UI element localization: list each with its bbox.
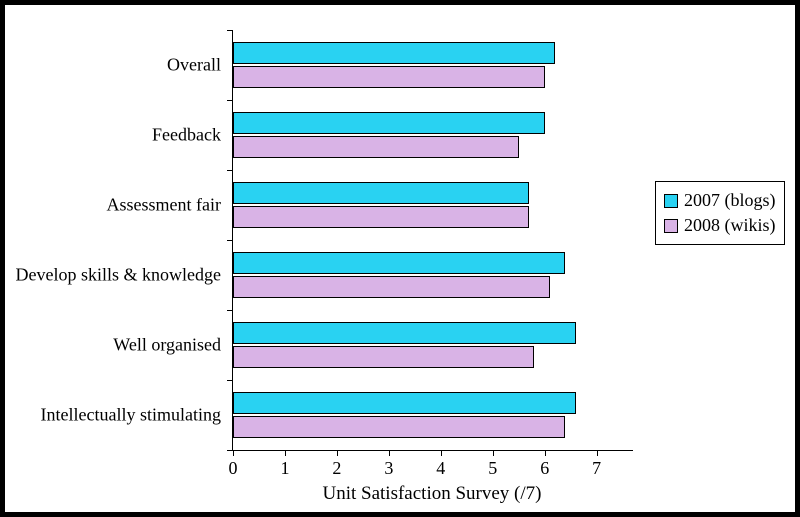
x-tick-label: 6 bbox=[540, 458, 549, 479]
x-tick bbox=[233, 450, 234, 456]
legend-item: 2008 (wikis) bbox=[664, 213, 776, 238]
legend-swatch bbox=[664, 194, 678, 208]
x-tick-label: 7 bbox=[592, 458, 601, 479]
x-tick-label: 3 bbox=[384, 458, 393, 479]
y-tick bbox=[227, 100, 233, 101]
bar bbox=[233, 42, 555, 64]
x-tick bbox=[389, 450, 390, 456]
bar bbox=[233, 346, 534, 368]
category-label: Feedback bbox=[152, 125, 221, 146]
category-label: Intellectually stimulating bbox=[41, 405, 221, 426]
bar bbox=[233, 322, 576, 344]
y-tick bbox=[227, 240, 233, 241]
legend-label: 2007 (blogs) bbox=[684, 188, 776, 213]
y-tick bbox=[227, 450, 233, 451]
x-tick-label: 1 bbox=[280, 458, 289, 479]
legend-item: 2007 (blogs) bbox=[664, 188, 776, 213]
bar bbox=[233, 252, 565, 274]
x-tick bbox=[545, 450, 546, 456]
plot-area: 01234567OverallFeedbackAssessment fairDe… bbox=[232, 30, 633, 451]
category-label: Assessment fair bbox=[107, 195, 221, 216]
x-tick bbox=[337, 450, 338, 456]
bar bbox=[233, 182, 529, 204]
x-tick-label: 5 bbox=[488, 458, 497, 479]
y-tick bbox=[227, 30, 233, 31]
y-tick bbox=[227, 170, 233, 171]
legend-label: 2008 (wikis) bbox=[684, 213, 776, 238]
x-tick bbox=[597, 450, 598, 456]
category-label: Well organised bbox=[113, 335, 221, 356]
bar bbox=[233, 416, 565, 438]
x-tick bbox=[285, 450, 286, 456]
bar bbox=[233, 392, 576, 414]
bar bbox=[233, 112, 545, 134]
bar bbox=[233, 276, 550, 298]
category-label: Develop skills & knowledge bbox=[16, 265, 221, 286]
legend: 2007 (blogs)2008 (wikis) bbox=[655, 181, 785, 245]
chart-frame: 0 1 2 3 4 5 6 7 Overall Feedback Assessment fair De… bbox=[0, 0, 800, 517]
legend-swatch bbox=[664, 219, 678, 233]
x-tick-label: 2 bbox=[332, 458, 341, 479]
category-label: Overall bbox=[167, 55, 221, 76]
y-tick bbox=[227, 380, 233, 381]
x-tick bbox=[493, 450, 494, 456]
x-tick-label: 4 bbox=[436, 458, 445, 479]
bar bbox=[233, 136, 519, 158]
y-tick bbox=[227, 310, 233, 311]
bar bbox=[233, 206, 529, 228]
x-tick-label: 0 bbox=[229, 458, 238, 479]
x-axis-label: Unit Satisfaction Survey (/7) bbox=[232, 483, 632, 505]
x-tick bbox=[441, 450, 442, 456]
bar bbox=[233, 66, 545, 88]
